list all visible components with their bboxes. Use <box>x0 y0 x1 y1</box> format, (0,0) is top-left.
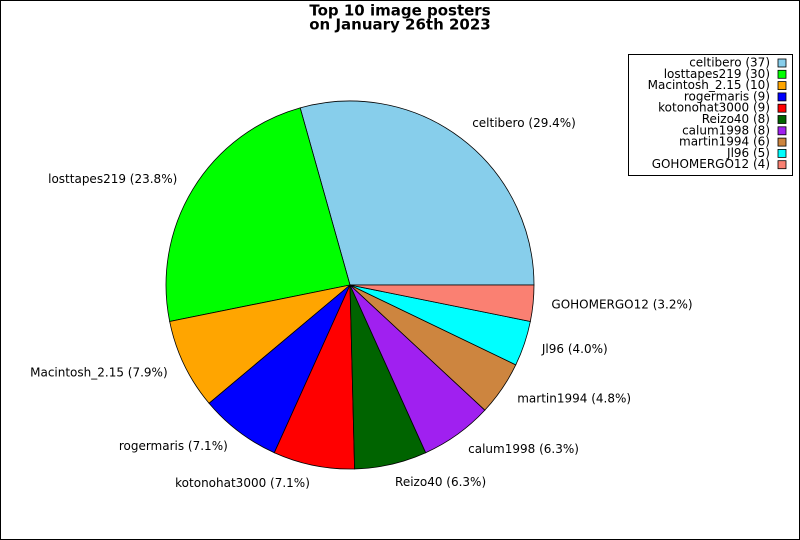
slice-label: GOHOMERGO12 (3.2%) <box>551 298 692 312</box>
legend-label: losttapes219 (30) <box>664 67 770 81</box>
legend-label: Jl96 (5) <box>726 146 770 160</box>
legend-swatch <box>777 148 787 158</box>
legend-label: rogermaris (9) <box>684 89 770 103</box>
pie-slice <box>165 107 351 322</box>
legend-swatch <box>777 81 787 90</box>
slice-label: losttapes219 (23.8%) <box>48 172 177 186</box>
legend-label: GOHOMERGO12 (4) <box>652 157 770 171</box>
slice-label: calum1998 (6.3%) <box>468 442 579 456</box>
legend-label: celtibero (37) <box>689 56 770 70</box>
legend-label: Reizo40 (8) <box>702 112 770 126</box>
pie-slice <box>299 100 535 286</box>
slice-label: Reizo40 (6.3%) <box>395 475 486 489</box>
chart-title: on January 26th 2023 <box>309 16 490 34</box>
pie-slice <box>349 284 535 322</box>
slice-label: celtibero (29.4%) <box>472 116 576 130</box>
legend-swatch <box>777 115 787 124</box>
legend-swatch <box>777 58 787 68</box>
legend-swatch <box>777 69 787 79</box>
legend-swatch <box>777 137 787 147</box>
legend-label: martin1994 (6) <box>679 135 770 149</box>
slice-label: rogermaris (7.1%) <box>119 439 228 453</box>
legend-label: calum1998 (8) <box>682 123 770 137</box>
chart-title: Top 10 image posters <box>309 2 490 20</box>
legend-swatch <box>777 103 787 113</box>
pie-slice <box>169 284 351 404</box>
legend-label: Macintosh_2.15 (10) <box>648 78 770 92</box>
slice-label: martin1994 (4.8%) <box>517 392 631 406</box>
legend-box <box>628 54 793 176</box>
slice-label: kotonohat3000 (7.1%) <box>175 476 310 490</box>
legend-swatch <box>777 126 787 136</box>
slice-label: Macintosh_2.15 (7.9%) <box>30 365 168 379</box>
legend-label: kotonohat3000 (9) <box>658 101 770 115</box>
slice-label: Jl96 (4.0%) <box>541 342 608 356</box>
legend-swatch <box>777 160 787 170</box>
legend-swatch <box>777 92 787 102</box>
